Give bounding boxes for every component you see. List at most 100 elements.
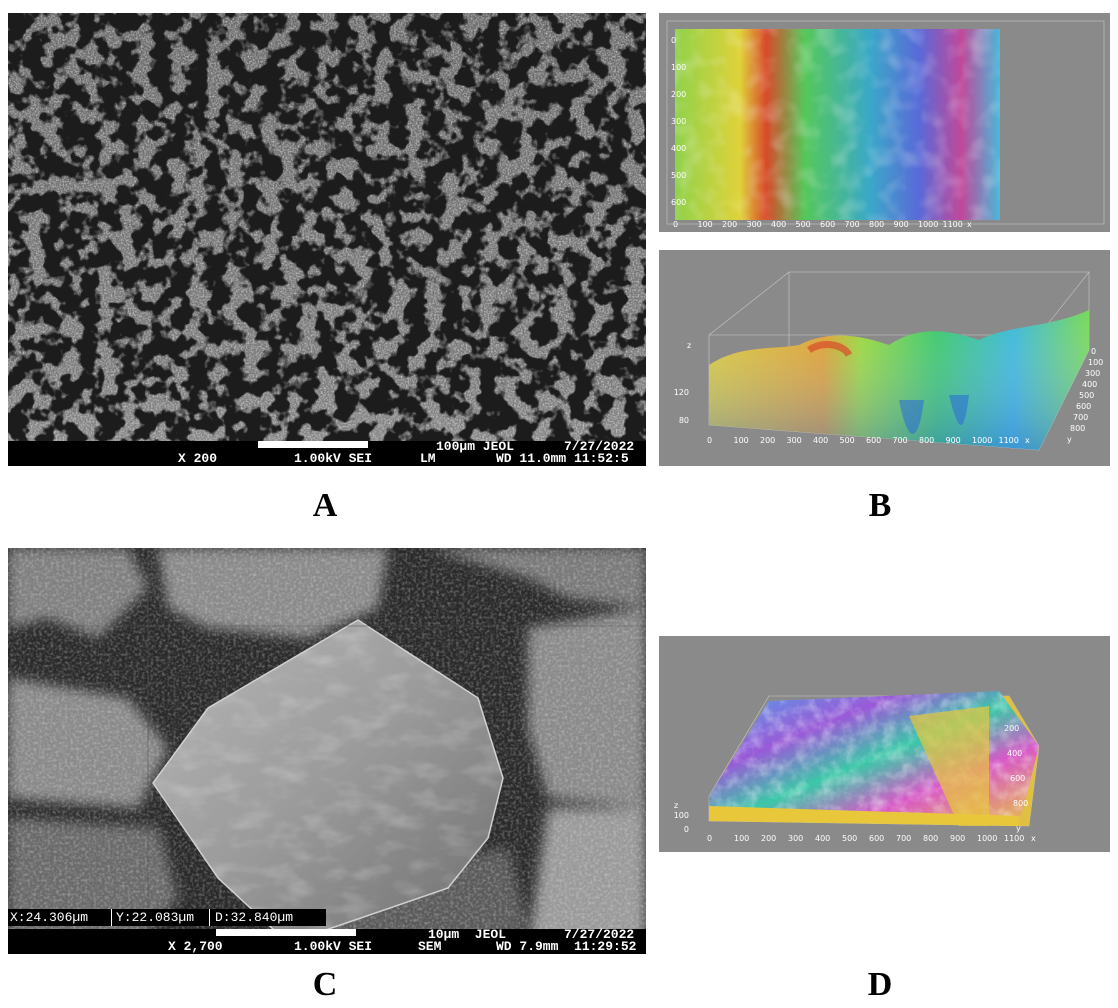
- b-top-y-tick-4: 400: [671, 144, 686, 153]
- b-top-x-tick-6: 600: [820, 220, 835, 229]
- mode-a: LM: [420, 451, 436, 466]
- b-bottom-y-tick-1: 100: [1088, 358, 1103, 367]
- b-bottom-x-tick-5: 500: [840, 436, 855, 445]
- d-x-tick-8: 800: [923, 834, 938, 843]
- measure-d-c: D:32.840µm: [215, 910, 294, 925]
- sem-image-c: X:24.306µm Y:22.083µm D:32.840µm 10µm JE…: [8, 548, 646, 954]
- caption-d: D: [867, 966, 893, 1003]
- sem-info-bar-c: 10µm JEOL 7/27/2022 X 2,700 1.00kV SEI S…: [8, 927, 646, 954]
- b-bottom-x-tick-3: 300: [787, 436, 802, 445]
- d-y-tick-0: 200: [1004, 724, 1019, 733]
- measure-x-c: X:24.306µm: [10, 910, 89, 925]
- b-bottom-x-tick-8: 800: [919, 436, 934, 445]
- sem-info-bar-a: 100µm JEOL 7/27/2022 X 200 1.00kV SEI LM…: [8, 439, 646, 466]
- b-top-y-tick-5: 500: [671, 171, 686, 180]
- d-y-tick-3: 800: [1013, 799, 1028, 808]
- b-bottom-z-tick-0: 120: [674, 388, 689, 397]
- b-top-x-tick-8: 800: [869, 220, 884, 229]
- d-x-tick-11: 1100: [1004, 834, 1024, 843]
- b-bottom-x-tick-1: 100: [734, 436, 749, 445]
- b-top-x-tick-5: 500: [796, 220, 811, 229]
- topography-3d-view-d-plot: z 1000 0 100 200 300 400 500 600 700 800 900 1000 1…: [674, 691, 1040, 843]
- topography-3d-view-b: z 120 80 0 100 200 300 400 500 600 700 800 900 1000…: [659, 250, 1110, 466]
- topography-top-view-b: 0 100 200 300 400 500 600 0 100 200 300 400 500 600 7…: [659, 13, 1110, 232]
- b-top-x-tick-4: 400: [771, 220, 786, 229]
- d-x-tick-5: 500: [842, 834, 857, 843]
- magnification-a: X 200: [178, 451, 218, 466]
- b-top-y-tick-2: 200: [671, 90, 686, 99]
- caption-a: A: [312, 487, 338, 524]
- voltage-c: 1.00kV SEI: [294, 939, 373, 954]
- b-bottom-x-tick-10: 1000: [972, 436, 992, 445]
- d-x-tick-6: 600: [869, 834, 884, 843]
- b-bottom-x-tick-6: 600: [866, 436, 881, 445]
- date-c: 7/27/2022: [564, 927, 635, 942]
- d-x-tick-10: 1000: [977, 834, 997, 843]
- b-top-x-tick-3: 300: [747, 220, 762, 229]
- d-x-tick-0: 0: [707, 834, 712, 843]
- b-bottom-y-tick-7: 800: [1070, 424, 1085, 433]
- b-top-x-tick-1: 100: [698, 220, 713, 229]
- date-a: 7/27/2022: [564, 439, 635, 454]
- b-bottom-y-tick-3: 400: [1082, 380, 1097, 389]
- b-bottom-x-tick-2: 200: [760, 436, 775, 445]
- b-top-x-tick-2: 200: [722, 220, 737, 229]
- scale-bar-a: [258, 441, 368, 448]
- mode-c: SEM: [418, 939, 442, 954]
- d-z-tick-0: 100: [674, 811, 689, 820]
- voltage-a: 1.00kV SEI: [294, 451, 373, 466]
- b-bottom-y-tick-4: 500: [1079, 391, 1094, 400]
- z-axis-label-d: z: [674, 801, 678, 810]
- scale-label-c: 10µm JEOL: [428, 927, 507, 942]
- b-bottom-y-tick-2: 300: [1085, 369, 1100, 378]
- b-bottom-x-tick-12: x: [1025, 436, 1030, 445]
- scale-label-a: 100µm JEOL: [436, 439, 515, 454]
- b-bottom-y-tick-5: 600: [1076, 402, 1091, 411]
- b-top-y-tick-3: 300: [671, 117, 686, 126]
- b-bottom-x-tick-4: 400: [813, 436, 828, 445]
- magnification-c: X 2,700: [168, 939, 223, 954]
- b-bottom-x-tick-7: 700: [893, 436, 908, 445]
- sem-image-c-texture: [8, 548, 646, 954]
- d-z-tick-1: 0: [684, 825, 689, 834]
- b-top-y-tick-6: 600: [671, 198, 686, 207]
- d-x-tick-1: 100: [734, 834, 749, 843]
- b-bottom-y-tick-8: y: [1067, 435, 1072, 444]
- b-bottom-x-tick-11: 1100: [999, 436, 1019, 445]
- d-y-tick-2: 600: [1010, 774, 1025, 783]
- b-bottom-x-tick-0: 0: [707, 436, 712, 445]
- d-x-tick-12: x: [1031, 834, 1036, 843]
- b-top-y-tick-0: 0: [671, 36, 676, 45]
- d-y-tick-1: 400: [1007, 749, 1022, 758]
- b-bottom-x-tick-9: 900: [946, 436, 961, 445]
- b-top-x-tick-9: 900: [894, 220, 909, 229]
- caption-b: B: [868, 487, 892, 524]
- d-x-tick-3: 300: [788, 834, 803, 843]
- b-bottom-y-tick-0: 0: [1091, 347, 1096, 356]
- topography-top-view-b-plot: 0 100 200 300 400 500 600 0 100 200 300 400 500 600 7…: [666, 20, 1105, 229]
- b-top-x-tick-10: 1000: [918, 220, 938, 229]
- sem-image-a: 100µm JEOL 7/27/2022 X 200 1.00kV SEI LM…: [8, 13, 646, 466]
- b-bottom-z-tick-1: 80: [679, 416, 689, 425]
- caption-c: C: [312, 966, 338, 1003]
- measurement-readout-c: X:24.306µm Y:22.083µm D:32.840µm: [8, 909, 326, 926]
- d-x-tick-9: 900: [950, 834, 965, 843]
- b-top-y-tick-1: 100: [671, 63, 686, 72]
- sem-image-a-texture: [8, 13, 646, 466]
- working-distance-c: WD 7.9mm 11:29:52: [496, 939, 637, 954]
- z-axis-label-b: z: [687, 341, 691, 350]
- b-bottom-y-tick-6: 700: [1073, 413, 1088, 422]
- d-x-tick-7: 700: [896, 834, 911, 843]
- b-top-x-tick-11: 1100: [943, 220, 963, 229]
- topography-3d-view-d: z 100 0 0 100 200 300 400 500 600 700 800 900 1000 1…: [659, 636, 1110, 852]
- scale-bar-c: [216, 929, 356, 936]
- working-distance-a: WD 11.0mm 11:52:5: [496, 451, 629, 466]
- b-top-x-tick-12: x: [967, 220, 972, 229]
- b-top-x-tick-7: 700: [845, 220, 860, 229]
- b-top-x-tick-0: 0: [673, 220, 678, 229]
- d-x-tick-4: 400: [815, 834, 830, 843]
- d-x-tick-2: 200: [761, 834, 776, 843]
- d-y-tick-4: y: [1016, 824, 1021, 833]
- measure-y-c: Y:22.083µm: [116, 910, 195, 925]
